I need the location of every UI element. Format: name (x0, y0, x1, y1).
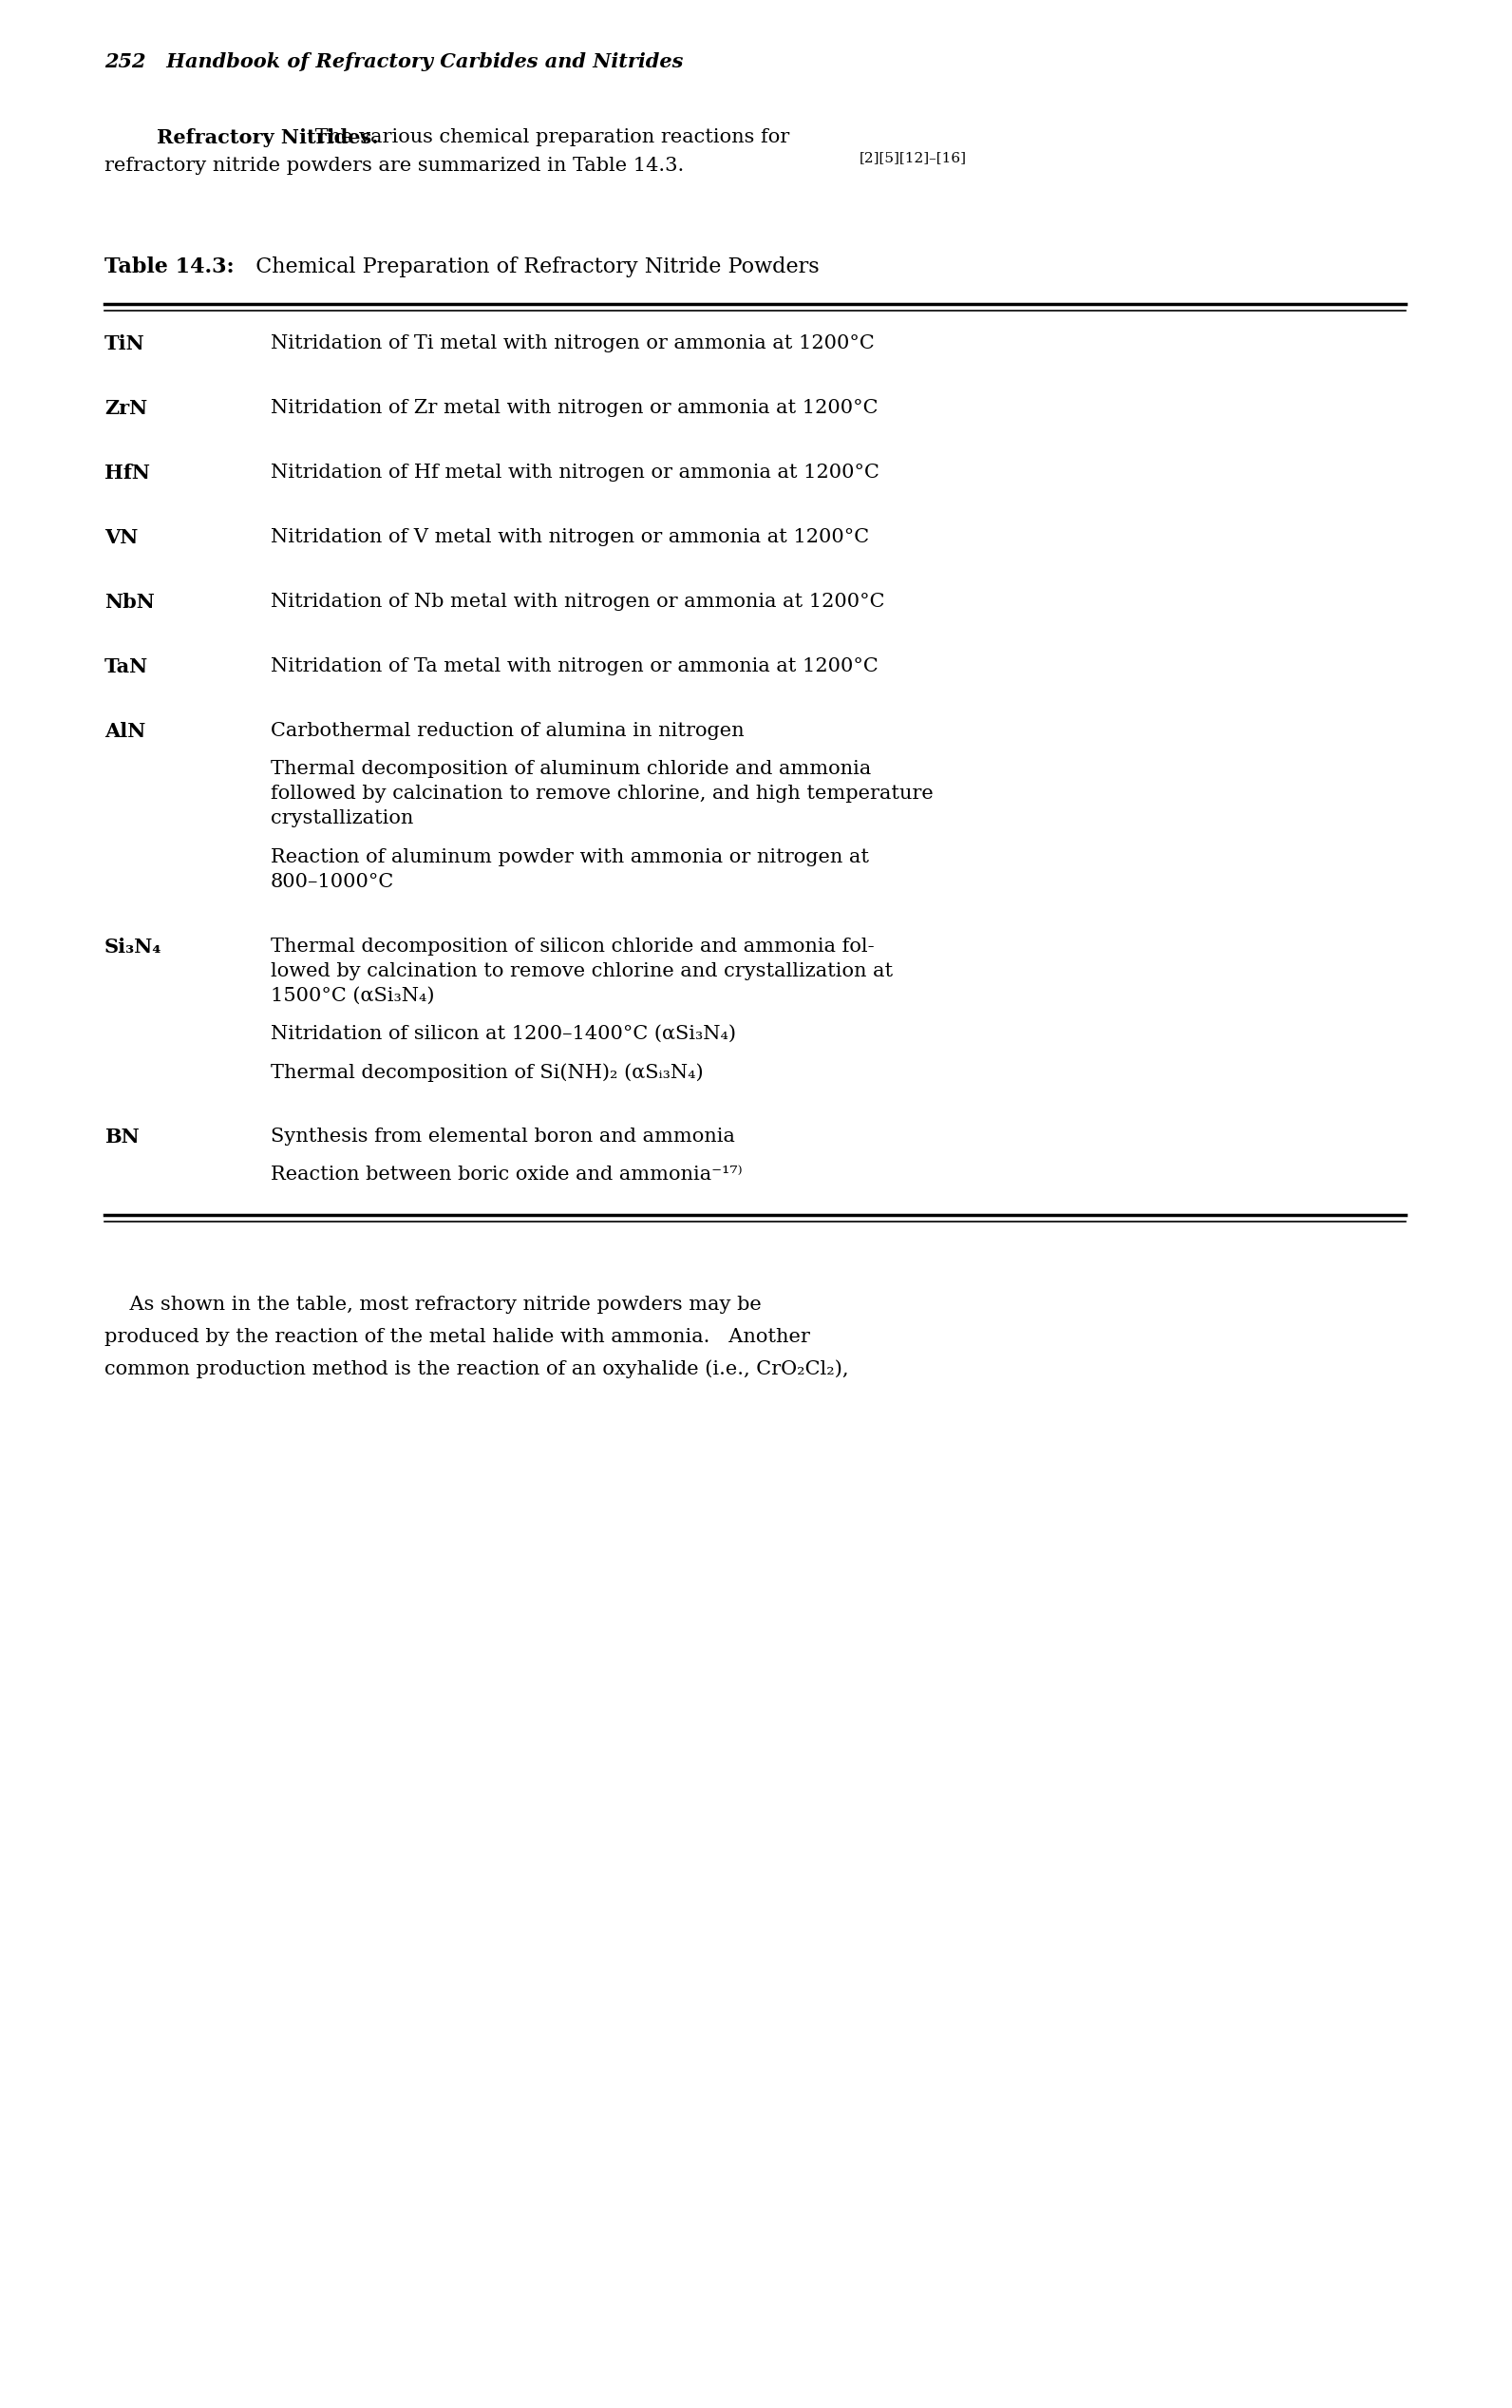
Text: Nitridation of Ti metal with nitrogen or ammonia at 1200°C: Nitridation of Ti metal with nitrogen or… (271, 335, 874, 352)
Text: crystallization: crystallization (271, 809, 413, 828)
Text: Carbothermal reduction of alumina in nitrogen: Carbothermal reduction of alumina in nit… (271, 722, 744, 739)
Text: AlN: AlN (104, 722, 145, 742)
Text: Reaction between boric oxide and ammonia⁻¹⁷⁾: Reaction between boric oxide and ammonia… (271, 1165, 742, 1185)
Text: TiN: TiN (104, 335, 145, 354)
Text: Nitridation of silicon at 1200–1400°C (αSi₃N₄): Nitridation of silicon at 1200–1400°C (α… (271, 1026, 736, 1043)
Text: 1500°C (αSi₃N₄): 1500°C (αSi₃N₄) (271, 987, 434, 1004)
Text: Thermal decomposition of Si(NH)₂ (αSᵢ₃N₄): Thermal decomposition of Si(NH)₂ (αSᵢ₃N₄… (271, 1062, 703, 1081)
Text: VN: VN (104, 527, 138, 547)
Text: Refractory Nitrides.: Refractory Nitrides. (157, 128, 378, 147)
Text: HfN: HfN (104, 465, 150, 482)
Text: Nitridation of Zr metal with nitrogen or ammonia at 1200°C: Nitridation of Zr metal with nitrogen or… (271, 400, 878, 417)
Text: [2][5][12]–[16]: [2][5][12]–[16] (859, 152, 966, 164)
Text: Table 14.3:: Table 14.3: (104, 258, 234, 277)
Text: 800–1000°C: 800–1000°C (271, 872, 395, 891)
Text: Si₃N₄: Si₃N₄ (104, 937, 162, 956)
Text: ZrN: ZrN (104, 400, 148, 419)
Text: refractory nitride powders are summarized in Table 14.3.: refractory nitride powders are summarize… (104, 157, 683, 176)
Text: produced by the reaction of the metal halide with ammonia.   Another: produced by the reaction of the metal ha… (104, 1327, 810, 1346)
Text: Synthesis from elemental boron and ammonia: Synthesis from elemental boron and ammon… (271, 1127, 735, 1146)
Text: lowed by calcination to remove chlorine and crystallization at: lowed by calcination to remove chlorine … (271, 961, 894, 980)
Text: NbN: NbN (104, 592, 154, 612)
Text: Nitridation of Nb metal with nitrogen or ammonia at 1200°C: Nitridation of Nb metal with nitrogen or… (271, 592, 885, 612)
Text: The various chemical preparation reactions for: The various chemical preparation reactio… (308, 128, 789, 147)
Text: Nitridation of V metal with nitrogen or ammonia at 1200°C: Nitridation of V metal with nitrogen or … (271, 527, 869, 547)
Text: common production method is the reaction of an oxyhalide (i.e., CrO₂Cl₂),: common production method is the reaction… (104, 1361, 848, 1380)
Text: 252   Handbook of Refractory Carbides and Nitrides: 252 Handbook of Refractory Carbides and … (104, 53, 683, 72)
Text: TaN: TaN (104, 657, 148, 677)
Text: Thermal decomposition of silicon chloride and ammonia fol-: Thermal decomposition of silicon chlorid… (271, 937, 874, 956)
Text: Thermal decomposition of aluminum chloride and ammonia: Thermal decomposition of aluminum chlori… (271, 761, 871, 778)
Text: Nitridation of Hf metal with nitrogen or ammonia at 1200°C: Nitridation of Hf metal with nitrogen or… (271, 465, 880, 482)
Text: Chemical Preparation of Refractory Nitride Powders: Chemical Preparation of Refractory Nitri… (242, 258, 820, 277)
Text: Nitridation of Ta metal with nitrogen or ammonia at 1200°C: Nitridation of Ta metal with nitrogen or… (271, 657, 878, 674)
Text: Reaction of aluminum powder with ammonia or nitrogen at: Reaction of aluminum powder with ammonia… (271, 848, 869, 867)
Text: BN: BN (104, 1127, 139, 1146)
Text: followed by calcination to remove chlorine, and high temperature: followed by calcination to remove chlori… (271, 785, 933, 802)
Text: As shown in the table, most refractory nitride powders may be: As shown in the table, most refractory n… (104, 1296, 762, 1312)
